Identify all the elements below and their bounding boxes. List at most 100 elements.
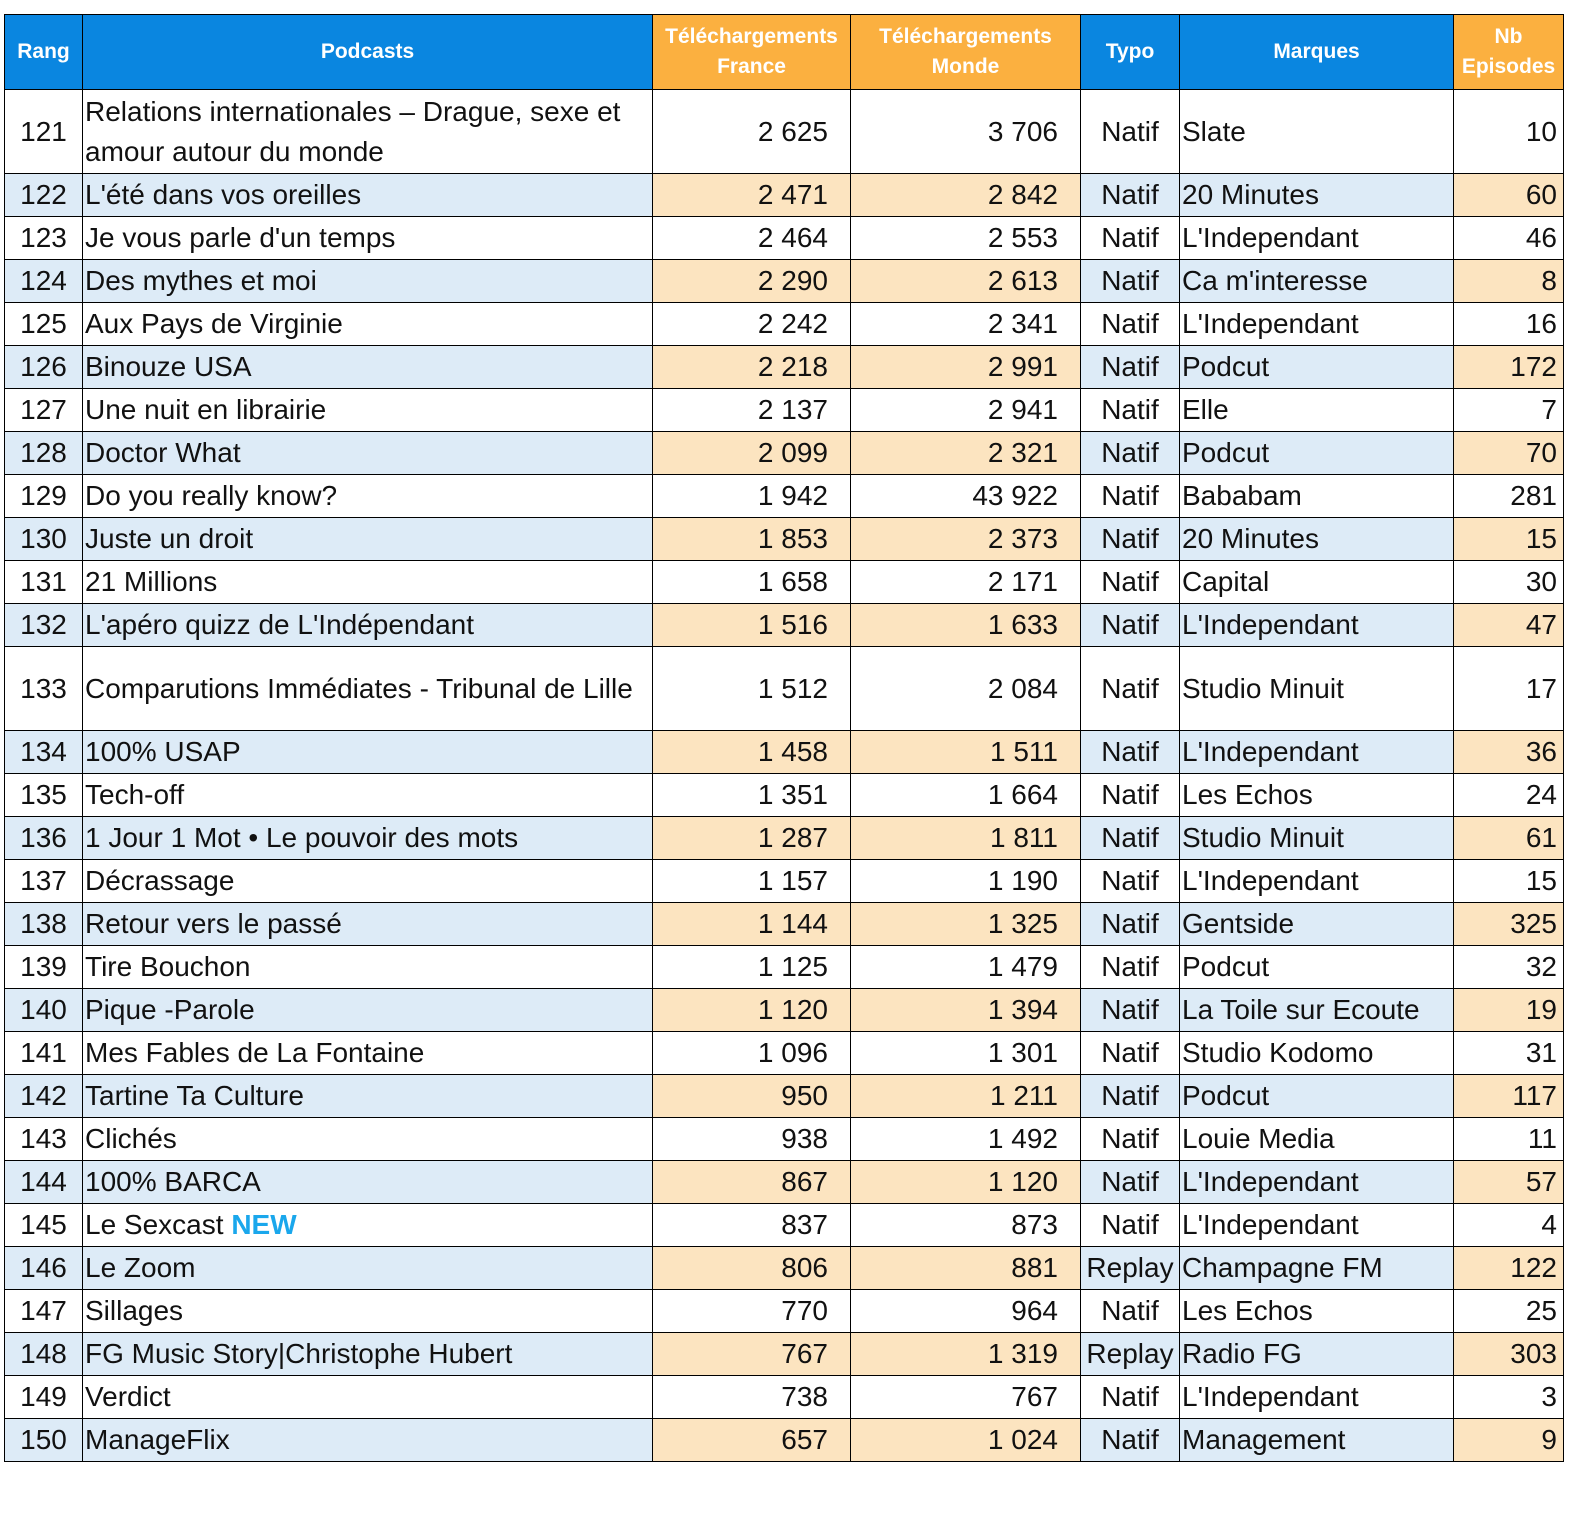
rank-cell: 143 [4,1117,83,1161]
typo-cell: Natif [1080,1074,1180,1118]
rank-cell: 126 [4,345,83,389]
rank-cell: 123 [4,216,83,260]
episodes-cell: 172 [1453,345,1564,389]
brand-cell: Slate [1179,89,1454,174]
downloads-world-cell: 1 120 [850,1160,1081,1204]
rank-cell: 144 [4,1160,83,1204]
brand-cell: 20 Minutes [1179,173,1454,217]
downloads-world-cell: 1 633 [850,603,1081,647]
podcast-cell: Décrassage [82,859,653,903]
typo-cell: Natif [1080,431,1180,475]
table-row: 123 Je vous parle d'un temps 2 464 2 553 Nat… [4,216,1564,260]
downloads-france-cell: 657 [652,1418,851,1462]
rank-cell: 124 [4,259,83,303]
rank-cell: 140 [4,988,83,1032]
downloads-france-cell: 1 512 [652,646,851,731]
downloads-france-cell: 2 099 [652,431,851,475]
table-row: 132 L'apéro quizz de L'Indépendant 1 516 1 … [4,603,1564,647]
rank-cell: 145 [4,1203,83,1247]
episodes-cell: 15 [1453,517,1564,561]
downloads-france-cell: 1 144 [652,902,851,946]
rank-cell: 148 [4,1332,83,1376]
downloads-france-cell: 2 137 [652,388,851,432]
typo-cell: Natif [1080,388,1180,432]
episodes-cell: 3 [1453,1375,1564,1419]
table-row: 131 21 Millions 1 658 2 171 Natif Capital 30 [4,560,1564,604]
downloads-world-cell: 2 321 [850,431,1081,475]
rank-cell: 147 [4,1289,83,1333]
downloads-world-cell: 2 941 [850,388,1081,432]
episodes-cell: 16 [1453,302,1564,346]
downloads-france-cell: 2 464 [652,216,851,260]
downloads-france-cell: 2 290 [652,259,851,303]
typo-cell: Natif [1080,988,1180,1032]
typo-cell: Natif [1080,1117,1180,1161]
typo-cell: Natif [1080,859,1180,903]
podcast-cell: Tire Bouchon [82,945,653,989]
podcast-cell: Le Sexcast NEW [82,1203,653,1247]
episodes-cell: 31 [1453,1031,1564,1075]
downloads-france-cell: 1 096 [652,1031,851,1075]
table-row: 124 Des mythes et moi 2 290 2 613 Natif Ca m'… [4,259,1564,303]
podcast-cell: ManageFlix [82,1418,653,1462]
table-row: 137 Décrassage 1 157 1 190 Natif L'Independan… [4,859,1564,903]
downloads-france-cell: 1 942 [652,474,851,518]
typo-cell: Replay [1080,1246,1180,1290]
episodes-cell: 24 [1453,773,1564,817]
downloads-world-cell: 2 842 [850,173,1081,217]
episodes-cell: 61 [1453,816,1564,860]
column-header: Podcasts [82,14,653,90]
downloads-world-cell: 1 301 [850,1031,1081,1075]
podcast-cell: Retour vers le passé [82,902,653,946]
rank-cell: 142 [4,1074,83,1118]
episodes-cell: 30 [1453,560,1564,604]
typo-cell: Natif [1080,730,1180,774]
typo-cell: Natif [1080,603,1180,647]
brand-cell: L'Independant [1179,730,1454,774]
brand-cell: Podcut [1179,431,1454,475]
rank-cell: 129 [4,474,83,518]
downloads-world-cell: 2 373 [850,517,1081,561]
table-row: 133 Comparutions Immédiates - Tribunal de… [4,646,1564,731]
typo-cell: Natif [1080,345,1180,389]
rank-cell: 130 [4,517,83,561]
brand-cell: Gentside [1179,902,1454,946]
downloads-france-cell: 837 [652,1203,851,1247]
downloads-france-cell: 767 [652,1332,851,1376]
rank-cell: 134 [4,730,83,774]
table-row: 122 L'été dans vos oreilles 2 471 2 842 Nati… [4,173,1564,217]
downloads-france-cell: 2 625 [652,89,851,174]
podcast-name: Le Sexcast [85,1209,224,1240]
table-row: 144 100% BARCA 867 1 120 Natif L'Independant 5… [4,1160,1564,1204]
ranking-table: Rang Podcasts Téléchargements France Téléch… [4,14,1564,1462]
rank-cell: 136 [4,816,83,860]
rank-cell: 146 [4,1246,83,1290]
typo-cell: Replay [1080,1332,1180,1376]
episodes-cell: 9 [1453,1418,1564,1462]
table-row: 139 Tire Bouchon 1 125 1 479 Natif Podcut 32 [4,945,1564,989]
downloads-france-cell: 2 242 [652,302,851,346]
rank-cell: 135 [4,773,83,817]
downloads-france-cell: 738 [652,1375,851,1419]
brand-cell: Studio Minuit [1179,646,1454,731]
downloads-world-cell: 1 479 [850,945,1081,989]
podcast-cell: Comparutions Immédiates - Tribunal de Li… [82,646,653,731]
brand-cell: Ca m'interesse [1179,259,1454,303]
downloads-world-cell: 1 492 [850,1117,1081,1161]
table-row: 140 Pique -Parole 1 120 1 394 Natif La Toile … [4,988,1564,1032]
downloads-france-cell: 806 [652,1246,851,1290]
downloads-world-cell: 873 [850,1203,1081,1247]
podcast-cell: Pique -Parole [82,988,653,1032]
typo-cell: Natif [1080,474,1180,518]
typo-cell: Natif [1080,259,1180,303]
podcast-cell: Une nuit en librairie [82,388,653,432]
podcast-cell: Clichés [82,1117,653,1161]
podcast-cell: FG Music Story|Christophe Hubert [82,1332,653,1376]
downloads-world-cell: 2 991 [850,345,1081,389]
table-row: 147 Sillages 770 964 Natif Les Echos 25 [4,1289,1564,1333]
episodes-cell: 70 [1453,431,1564,475]
typo-cell: Natif [1080,646,1180,731]
brand-cell: La Toile sur Ecoute [1179,988,1454,1032]
table-row: 136 1 Jour 1 Mot • Le pouvoir des mots 1 2… [4,816,1564,860]
episodes-cell: 17 [1453,646,1564,731]
